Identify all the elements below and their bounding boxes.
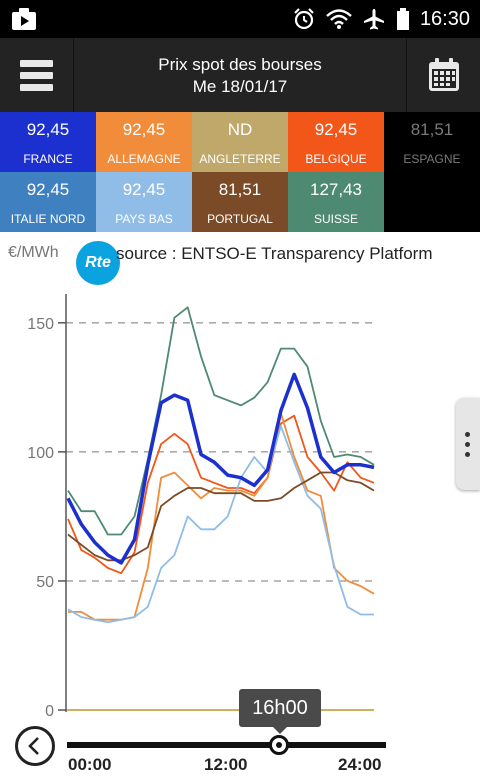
y-tick-label: 150 — [27, 316, 54, 333]
tile-value: 92,45 — [314, 120, 358, 139]
tile-italie-nord[interactable]: 92,45 ITALIE NORD — [0, 172, 96, 232]
time-label-mid: 12:00 — [204, 755, 248, 774]
unit-label: €/MWh — [8, 244, 59, 261]
tile-france[interactable]: 92,45 FRANCE — [0, 112, 96, 172]
tile-value: 92,45 — [122, 180, 166, 199]
status-time: 16:30 — [419, 7, 470, 30]
rte-logo: Rte — [76, 241, 120, 285]
tile-portugal[interactable]: 81,51 PORTUGAL — [192, 172, 288, 232]
tile-belgique[interactable]: 92,45 BELGIQUE — [288, 112, 384, 172]
tile-suisse[interactable]: 127,43 SUISSE — [288, 172, 384, 232]
tile-label: ALLEMAGNE — [107, 152, 181, 166]
tile-value: 92,45 — [26, 180, 70, 199]
price-chart: 0 50 100 150 — [27, 294, 378, 720]
status-bar: 16:30 — [0, 0, 480, 38]
app-header: Prix spot des bourses Me 18/01/17 — [0, 38, 480, 112]
time-label-start: 00:00 — [68, 755, 112, 774]
tile-value: 92,45 — [122, 120, 166, 139]
calendar-icon — [429, 58, 459, 91]
tile-label: PAYS BAS — [115, 212, 173, 226]
time-slider-thumb[interactable] — [269, 735, 289, 755]
calendar-button[interactable] — [406, 38, 480, 112]
series-line — [68, 412, 375, 621]
tile-label: ESPAGNE — [403, 152, 461, 166]
back-button[interactable] — [15, 726, 55, 766]
tile-label: BELGIQUE — [305, 152, 367, 166]
alarm-icon — [294, 8, 314, 30]
tile-label: FRANCE — [23, 152, 73, 166]
tile-value: ND — [227, 120, 253, 139]
menu-button[interactable] — [0, 38, 74, 112]
tile-label: PORTUGAL — [207, 212, 273, 226]
time-bubble: 16h00 — [239, 689, 321, 734]
series-line — [67, 425, 374, 624]
series-line — [66, 372, 375, 565]
wifi-icon — [326, 9, 352, 29]
side-panel-handle[interactable] — [456, 398, 480, 490]
chevron-left-icon — [28, 737, 39, 755]
tile-value: 81,51 — [410, 120, 454, 139]
battery-icon — [396, 8, 409, 30]
time-label-end: 24:00 — [338, 755, 382, 774]
airplane-icon — [363, 9, 384, 30]
page-date: Me 18/01/17 — [192, 77, 288, 96]
tile-value: 81,51 — [218, 180, 262, 199]
page-title: Prix spot des bourses — [158, 55, 322, 74]
source-text: source : ENTSO-E Transparency Platform — [116, 244, 433, 263]
tile-value: 92,45 — [26, 120, 70, 139]
tile-allemagne[interactable]: 92,45 ALLEMAGNE — [96, 112, 192, 172]
tile-espagne[interactable]: 81,51 ESPAGNE — [384, 112, 480, 172]
tile-angleterre[interactable]: ND ANGLETERRE — [192, 112, 288, 172]
time-slider-track[interactable] — [67, 742, 386, 748]
y-tick-label: 0 — [45, 703, 54, 720]
tile-value: 127,43 — [310, 180, 362, 199]
series-line — [67, 306, 375, 536]
tile-pays-bas[interactable]: 92,45 PAYS BAS — [96, 172, 192, 232]
tile-label: ITALIE NORD — [10, 212, 86, 226]
y-tick-label: 100 — [27, 445, 54, 462]
tile-empty — [384, 172, 480, 232]
screenshot-icon — [12, 8, 36, 30]
y-tick-label: 50 — [36, 574, 54, 591]
tile-label: ANGLETERRE — [199, 152, 281, 166]
tile-label: SUISSE — [313, 212, 358, 226]
series-line — [67, 414, 375, 575]
